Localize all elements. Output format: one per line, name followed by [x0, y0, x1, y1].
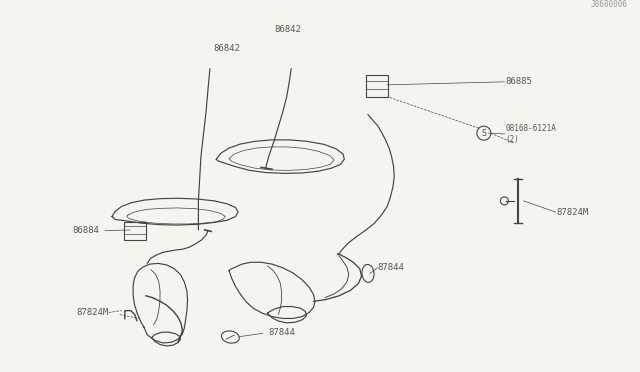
Text: 86885: 86885 — [506, 77, 532, 86]
Text: 87824M: 87824M — [77, 308, 109, 317]
Text: 08168-6121A
(2): 08168-6121A (2) — [506, 124, 556, 144]
Text: S: S — [481, 129, 486, 138]
Text: 86842: 86842 — [275, 25, 301, 34]
Text: 87824M: 87824M — [557, 208, 589, 217]
Text: 87844: 87844 — [269, 328, 296, 337]
Text: J8680006: J8680006 — [590, 0, 627, 9]
Text: 87844: 87844 — [378, 263, 404, 272]
Text: 86884: 86884 — [72, 226, 99, 235]
Text: 86842: 86842 — [214, 44, 241, 53]
